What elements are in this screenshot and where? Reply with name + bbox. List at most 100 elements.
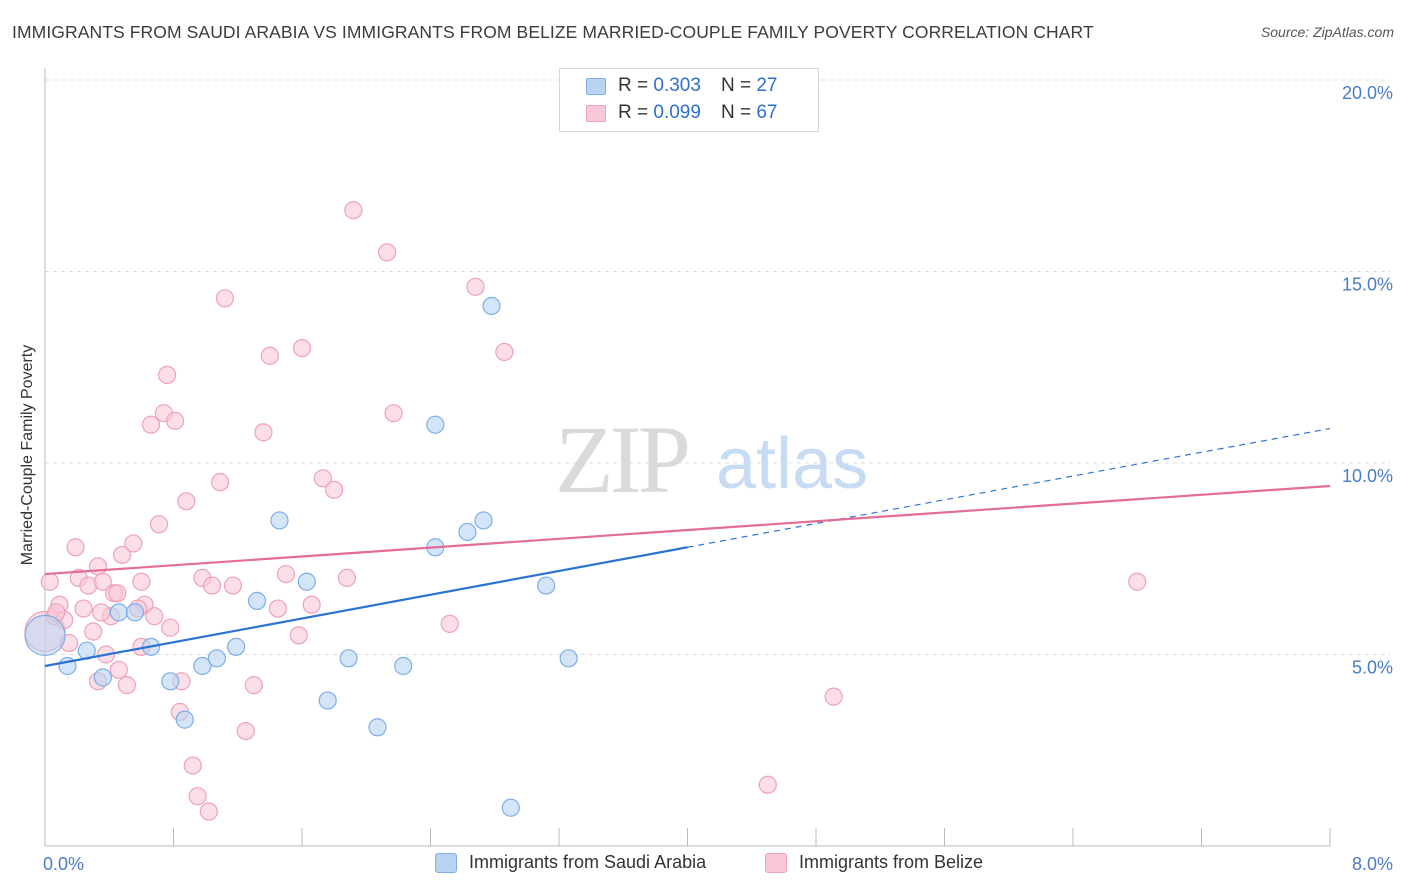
watermark-zip: ZIP	[555, 406, 688, 513]
data-point	[559, 649, 578, 668]
x-tick-label-max: 8.0%	[1352, 854, 1393, 874]
data-point	[378, 243, 397, 262]
data-point	[109, 603, 128, 622]
data-point	[109, 660, 128, 679]
data-point	[1128, 572, 1147, 591]
legend-r-value: 0.099	[653, 102, 701, 123]
x-tick-label-min: 0.0%	[43, 854, 84, 874]
trend-line-belize	[44, 484, 1331, 576]
data-point	[202, 576, 222, 595]
trend-line-saudi-arabia	[44, 546, 688, 668]
data-point	[260, 346, 279, 365]
series-swatch-blue	[435, 852, 457, 873]
data-point	[157, 365, 177, 385]
data-point	[124, 534, 143, 553]
y-tick-label: 15.0%	[1342, 275, 1393, 295]
data-point	[227, 637, 246, 656]
data-point	[210, 473, 230, 492]
data-point	[758, 775, 777, 794]
data-point	[318, 691, 337, 710]
legend-n-label: N =	[720, 75, 752, 96]
tick-labels: 5.0% 10.0% 15.0% 20.0% 0.0% 8.0%	[43, 83, 1393, 874]
y-tick-label: 20.0%	[1342, 83, 1393, 103]
saudi-arabia-points	[24, 296, 578, 817]
data-point	[368, 718, 387, 737]
data-point	[289, 626, 308, 645]
data-point	[247, 591, 267, 610]
data-point	[141, 415, 161, 434]
data-point	[384, 404, 403, 423]
data-point	[270, 511, 289, 530]
data-point	[302, 595, 321, 614]
data-point	[268, 599, 288, 618]
data-point	[223, 576, 243, 595]
data-point	[495, 342, 514, 362]
data-point	[93, 572, 112, 591]
data-point	[339, 649, 358, 668]
trend-extension-saudi-arabia	[687, 427, 1331, 548]
data-point	[394, 656, 413, 676]
legend-row-belize: R = 0.099 N = 67	[586, 102, 777, 124]
correlation-legend: R = 0.303 N = 27 R = 0.099 N = 67	[559, 68, 819, 132]
data-point	[292, 339, 312, 358]
legend-r-label: R =	[618, 102, 649, 123]
data-point	[207, 649, 226, 668]
data-point	[276, 564, 296, 584]
series-legend: Immigrants from Saudi Arabia Immigrants …	[0, 852, 1406, 878]
y-tick-label: 5.0%	[1352, 658, 1393, 678]
data-point	[254, 423, 273, 442]
data-point	[88, 557, 108, 576]
data-point	[84, 622, 103, 641]
data-point	[161, 672, 180, 691]
data-point	[474, 511, 493, 530]
data-point	[199, 802, 218, 821]
data-point	[313, 469, 332, 488]
data-point	[426, 415, 445, 434]
data-point	[297, 572, 316, 591]
data-point	[108, 584, 127, 603]
legend-r-label: R =	[618, 75, 649, 96]
data-point	[112, 545, 132, 565]
legend-n-value: 27	[756, 75, 778, 96]
data-point	[161, 618, 180, 637]
legend-row-saudi-arabia: R = 0.303 N = 27	[586, 75, 777, 97]
data-point	[177, 492, 196, 511]
series-swatch-pink	[765, 852, 787, 873]
data-point	[244, 676, 263, 695]
source-label: Source: ZipAtlas.com	[1260, 24, 1394, 40]
legend-swatch-blue	[586, 77, 606, 95]
data-point	[537, 576, 556, 595]
data-point	[466, 277, 485, 296]
y-tick-label: 10.0%	[1342, 466, 1393, 486]
grid-lines	[45, 79, 1390, 655]
data-point	[24, 614, 66, 656]
legend-n-label: N =	[720, 102, 752, 123]
data-point	[132, 572, 151, 591]
series-legend-belize: Immigrants from Belize	[765, 852, 983, 873]
data-point	[40, 572, 59, 591]
data-point	[149, 515, 169, 534]
data-point	[74, 599, 93, 618]
watermark: ZIP atlas	[555, 406, 868, 513]
data-point	[117, 676, 137, 695]
data-point	[93, 668, 112, 687]
data-point	[166, 411, 185, 430]
series-legend-saudi-arabia: Immigrants from Saudi Arabia	[435, 852, 706, 873]
data-point	[188, 787, 207, 806]
legend-swatch-pink	[586, 104, 606, 122]
data-point	[66, 538, 85, 557]
watermark-atlas: atlas	[716, 424, 868, 504]
series-name: Immigrants from Belize	[799, 852, 984, 872]
axes	[44, 68, 1331, 847]
data-point	[482, 296, 501, 316]
legend-n-value: 67	[756, 102, 778, 123]
data-point	[325, 480, 344, 499]
data-point	[440, 614, 459, 633]
legend-r-value: 0.303	[653, 75, 701, 96]
data-point	[501, 798, 520, 817]
series-name: Immigrants from Saudi Arabia	[469, 852, 707, 872]
data-point	[183, 756, 202, 775]
trend-lines	[44, 427, 1331, 668]
data-point	[824, 687, 843, 706]
